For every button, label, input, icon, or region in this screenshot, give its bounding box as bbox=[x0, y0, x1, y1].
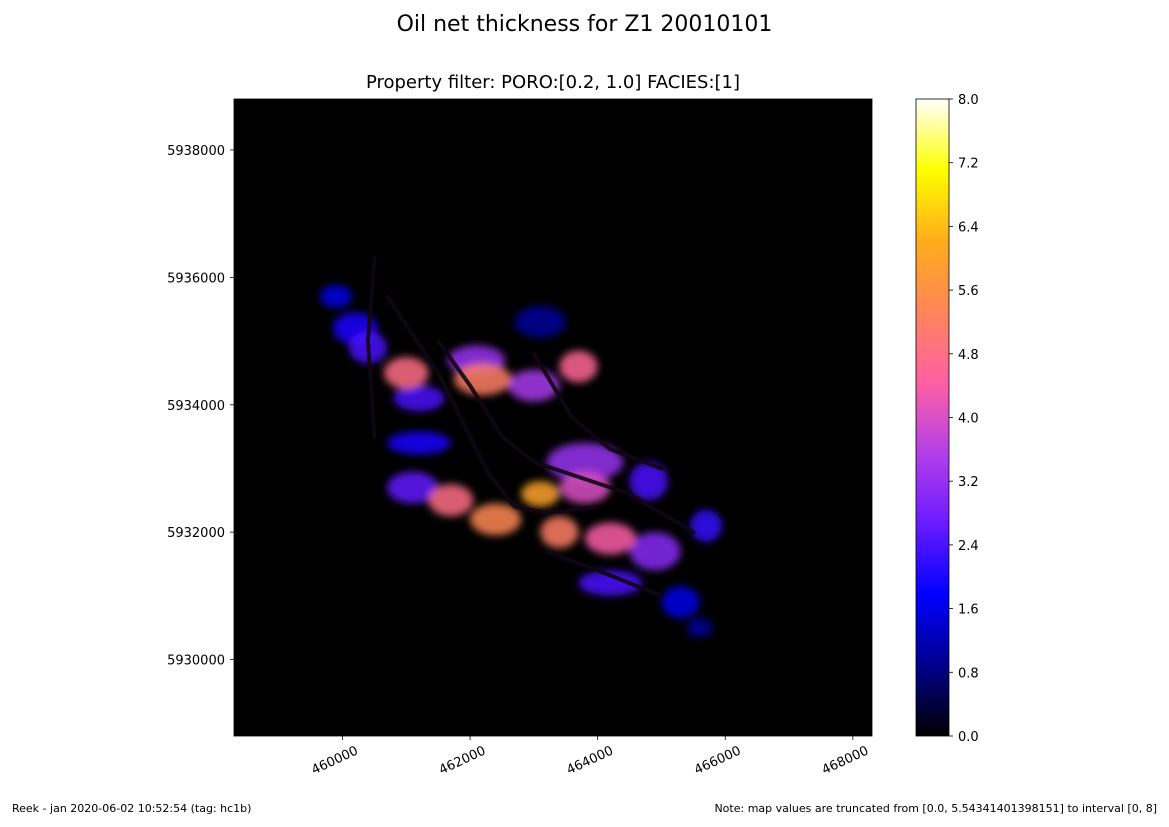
chart-title: Property filter: PORO:[0.2, 1.0] FACIES:… bbox=[365, 72, 741, 93]
x-tick-label: 468000 bbox=[820, 744, 871, 779]
y-tick-label: 5932000 bbox=[167, 526, 225, 541]
heat-cell bbox=[387, 431, 451, 455]
x-tick-label: 466000 bbox=[692, 744, 743, 779]
heat-cell bbox=[521, 481, 560, 507]
fault-line bbox=[366, 256, 377, 439]
colorbar-tick-label: 5.6 bbox=[958, 284, 979, 299]
fault-line bbox=[531, 351, 664, 471]
footer-right-note: Note: map values are truncated from [0.0… bbox=[714, 802, 1157, 815]
fault-line bbox=[385, 294, 600, 515]
heat-cell bbox=[383, 356, 429, 389]
y-tick-label: 5934000 bbox=[167, 399, 225, 414]
fault-line bbox=[544, 549, 664, 598]
colorbar-tick-label: 3.2 bbox=[958, 475, 979, 490]
heat-cell bbox=[454, 363, 512, 396]
colorbar-tick-label: 0.0 bbox=[958, 730, 979, 745]
heat-cell bbox=[514, 306, 566, 338]
heat-cell bbox=[470, 503, 522, 536]
colorbar-tick-label: 8.0 bbox=[958, 93, 979, 108]
plot-area bbox=[234, 99, 872, 736]
colorbar-tick-label: 2.4 bbox=[958, 539, 979, 554]
colorbar-tick-label: 4.8 bbox=[958, 348, 979, 363]
heat-cell bbox=[578, 570, 643, 596]
colorbar-tick-label: 4.0 bbox=[958, 412, 979, 427]
heat-cell bbox=[387, 471, 439, 504]
heat-cell bbox=[320, 285, 353, 308]
x-tick-label: 464000 bbox=[565, 744, 616, 779]
heat-cell bbox=[540, 516, 579, 549]
heat-cell bbox=[629, 532, 681, 571]
footer-left-note: Reek - jan 2020-06-02 10:52:54 (tag: hc1… bbox=[12, 802, 252, 815]
plot-frame bbox=[233, 98, 873, 737]
colorbar-tick-label: 7.2 bbox=[958, 157, 979, 172]
heatmap-chart: 460000 462000 464000 466000 468000 5930000 593… bbox=[167, 93, 979, 779]
heat-cell bbox=[393, 385, 445, 412]
heat-cell bbox=[686, 618, 713, 638]
figure-suptitle: Oil net thickness for Z1 20010101 bbox=[396, 12, 773, 37]
heat-cell bbox=[690, 509, 723, 542]
heat-cell bbox=[584, 522, 636, 555]
heat-cell bbox=[559, 350, 598, 383]
x-tick-label: 462000 bbox=[437, 744, 488, 779]
heat-cell bbox=[629, 462, 668, 501]
colorbar-tick-label: 6.4 bbox=[958, 220, 979, 235]
colorbar-tick-label: 1.6 bbox=[958, 603, 979, 618]
heat-cell bbox=[661, 586, 700, 619]
x-tick-label: 460000 bbox=[309, 744, 360, 779]
heat-cell bbox=[428, 484, 474, 517]
heat-cell bbox=[559, 471, 611, 504]
y-tick-label: 5936000 bbox=[167, 271, 225, 286]
colorbar bbox=[915, 98, 950, 737]
fault-line bbox=[436, 339, 696, 535]
y-tick-label: 5938000 bbox=[167, 144, 225, 159]
colorbar-tick-label: 0.8 bbox=[958, 666, 979, 681]
y-tick-label: 5930000 bbox=[167, 654, 225, 669]
